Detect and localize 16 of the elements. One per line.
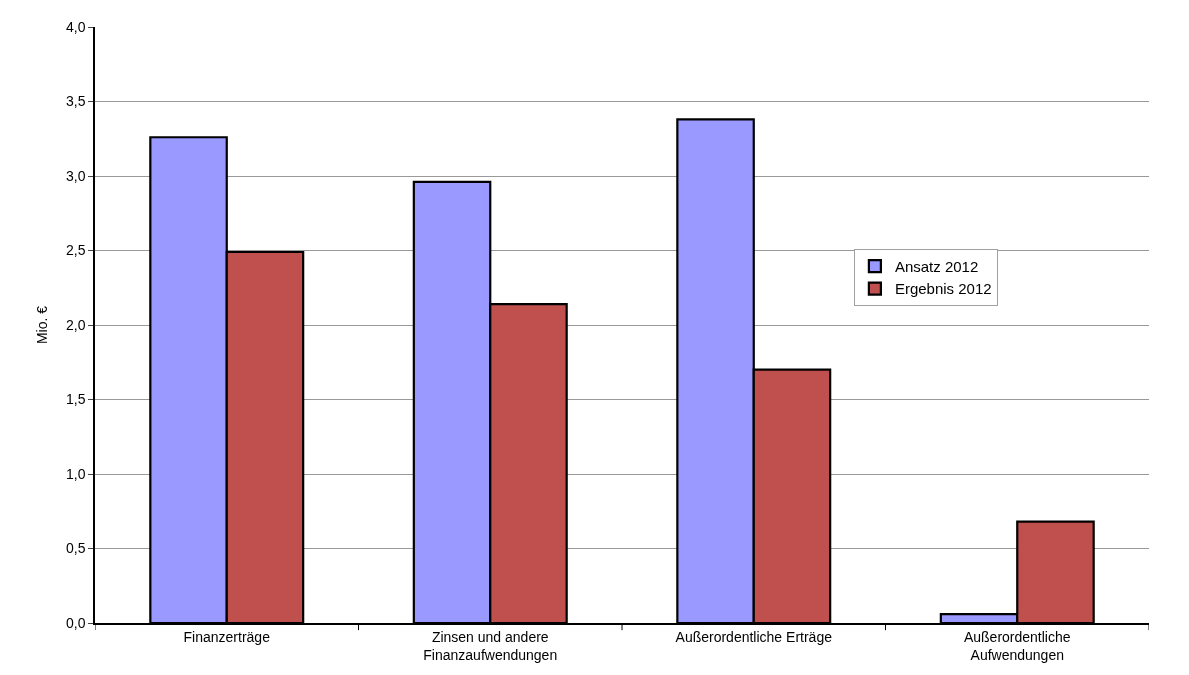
y-axis-title: Mio. €	[34, 305, 51, 345]
y-tick-label: 0,5	[65, 540, 86, 557]
legend-label: Ansatz 2012	[894, 257, 979, 275]
y-tick-label: 2,5	[65, 242, 86, 259]
y-tick-label: 4,0	[65, 18, 86, 35]
x-tick-label: Außerordentliche Aufwendungen	[963, 628, 1071, 663]
x-tick-label: Zinsen und andere Finanzaufwendungen	[423, 628, 558, 663]
y-tick-label: 3,5	[65, 93, 86, 110]
y-tick-label: 2,0	[65, 316, 86, 333]
x-tick-label: Finanzerträge	[183, 628, 271, 645]
legend-label: Ergebnis 2012	[894, 280, 992, 298]
x-tick-label: Außerordentliche Erträge	[675, 628, 833, 645]
y-tick-label: 0,0	[65, 614, 86, 631]
y-tick-label: 1,0	[65, 465, 86, 482]
y-tick-label: 3,0	[65, 167, 86, 184]
y-tick-label: 1,5	[65, 391, 86, 408]
